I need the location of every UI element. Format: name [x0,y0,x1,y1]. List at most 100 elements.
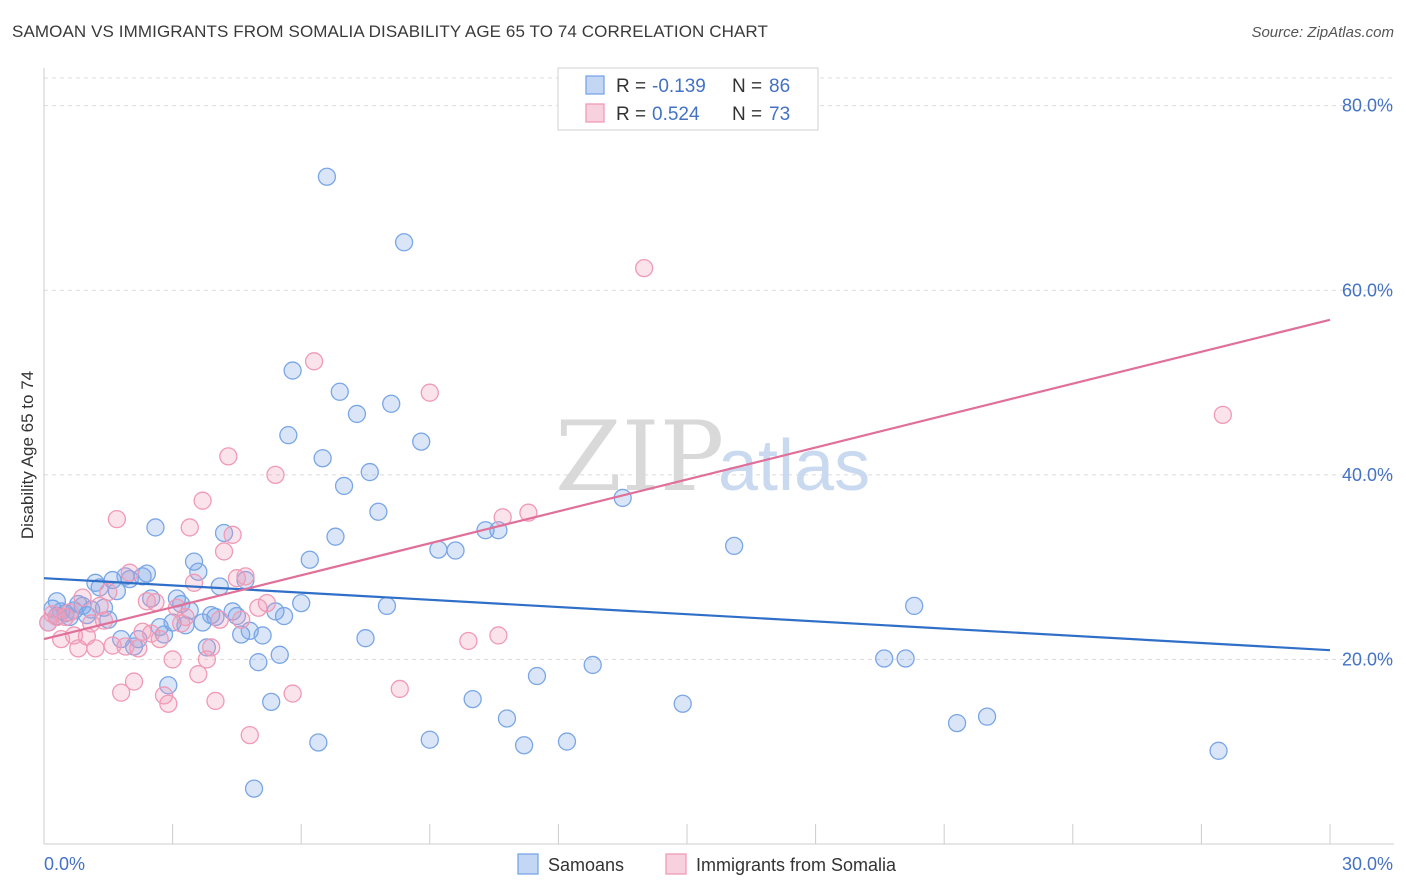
point-samoans [292,593,311,613]
point-samoans [382,394,401,413]
point-samoans [253,626,272,645]
point-somalia [90,596,109,616]
point-samoans [334,476,354,496]
trend-lines [43,318,1331,652]
legend-n-label: N = [732,104,762,125]
point-samoans [394,233,414,252]
legend-swatch-samoans [585,75,605,95]
point-somalia [146,593,165,612]
point-somalia [283,684,302,703]
point-samoans [330,382,349,401]
point-somalia [180,518,199,537]
point-samoans [300,550,319,569]
point-somalia [489,626,508,645]
point-samoans [527,666,547,686]
point-somalia [304,352,324,371]
legend-swatch-somalia [585,103,605,123]
y-axis-label: Disability Age 65 to 74 [18,371,37,539]
legend-r-label: R = [616,104,646,125]
point-samoans [977,707,997,726]
point-samoans [497,709,517,728]
legend-n-value: 86 [769,76,790,97]
y-tick-label: 40.0% [1342,465,1393,485]
point-somalia [1213,405,1232,425]
y-tick-label: 80.0% [1342,96,1393,116]
bottom-legend-swatch-somalia [665,853,687,875]
point-somalia [184,573,204,592]
point-samoans [184,552,204,571]
point-somalia [150,629,169,649]
point-samoans [369,502,388,521]
point-somalia [176,607,195,627]
point-samoans [317,167,337,186]
y-tick-label: 20.0% [1342,649,1393,669]
point-samoans [905,596,924,616]
point-somalia [202,638,221,657]
point-samoans [947,713,967,733]
point-samoans [446,541,465,560]
point-somalia [197,650,217,669]
bottom-legend-label: Immigrants from Somalia [696,855,897,875]
trend-line-samoans [43,577,1331,652]
y-tick-label: 60.0% [1342,280,1393,300]
point-samoans [875,649,894,668]
bottom-legend: Samoans Immigrants from Somalia [517,853,897,875]
point-somalia [214,542,234,561]
point-somalia [210,610,229,629]
legend-r-value: -0.139 [652,76,706,97]
point-samoans [210,577,229,596]
watermark-zip: ZIP [555,401,724,513]
x-tick-label: 0.0% [44,854,85,874]
point-samoans [309,733,328,752]
point-somalia [249,598,268,617]
point-samoans [137,564,157,583]
trend-line-somalia [43,318,1331,641]
point-somalia [107,509,127,529]
point-samoans [189,562,208,581]
chart-title: SAMOAN VS IMMIGRANTS FROM SOMALIA DISABI… [12,22,768,41]
point-somalia [129,639,148,658]
legend-n-label: N = [732,76,762,97]
point-somalia [634,258,654,278]
point-samoans [313,449,332,468]
point-samoans [347,404,367,424]
legend-n-value: 73 [769,104,790,125]
point-somalia [189,665,208,684]
legend: R = -0.139 N = 86 R = 0.524 N = 73 [557,67,819,131]
legend-r-value: 0.524 [652,104,700,125]
point-somalia [112,683,131,702]
point-somalia [206,691,225,711]
point-somalia [154,686,174,705]
point-samoans [412,432,431,451]
point-samoans [279,426,298,445]
legend-box [557,67,819,131]
x-tick-labels: 0.0% 30.0% [44,854,1393,874]
point-samoans [673,694,692,713]
point-somalia [459,631,478,651]
point-samoans [283,361,302,380]
point-somalia [390,679,409,699]
data-points [39,167,1232,798]
point-samoans [377,596,397,616]
point-somalia [257,593,277,613]
point-samoans [244,779,264,798]
point-somalia [124,672,144,691]
point-samoans [159,676,178,695]
bottom-legend-label: Samoans [548,855,624,875]
point-samoans [514,736,534,755]
point-samoans [262,692,281,712]
point-samoans [896,649,915,668]
point-somalia [223,525,242,544]
x-tick-label: 30.0% [1342,854,1393,874]
source-label: Source: ZipAtlas.com [1251,24,1394,41]
point-samoans [420,730,439,749]
point-samoans [274,606,294,626]
point-somalia [73,588,92,607]
point-samoans [356,629,375,648]
point-somalia [60,603,79,622]
point-samoans [557,732,577,751]
point-somalia [240,725,259,745]
point-somalia [120,563,139,582]
point-somalia [420,383,439,402]
